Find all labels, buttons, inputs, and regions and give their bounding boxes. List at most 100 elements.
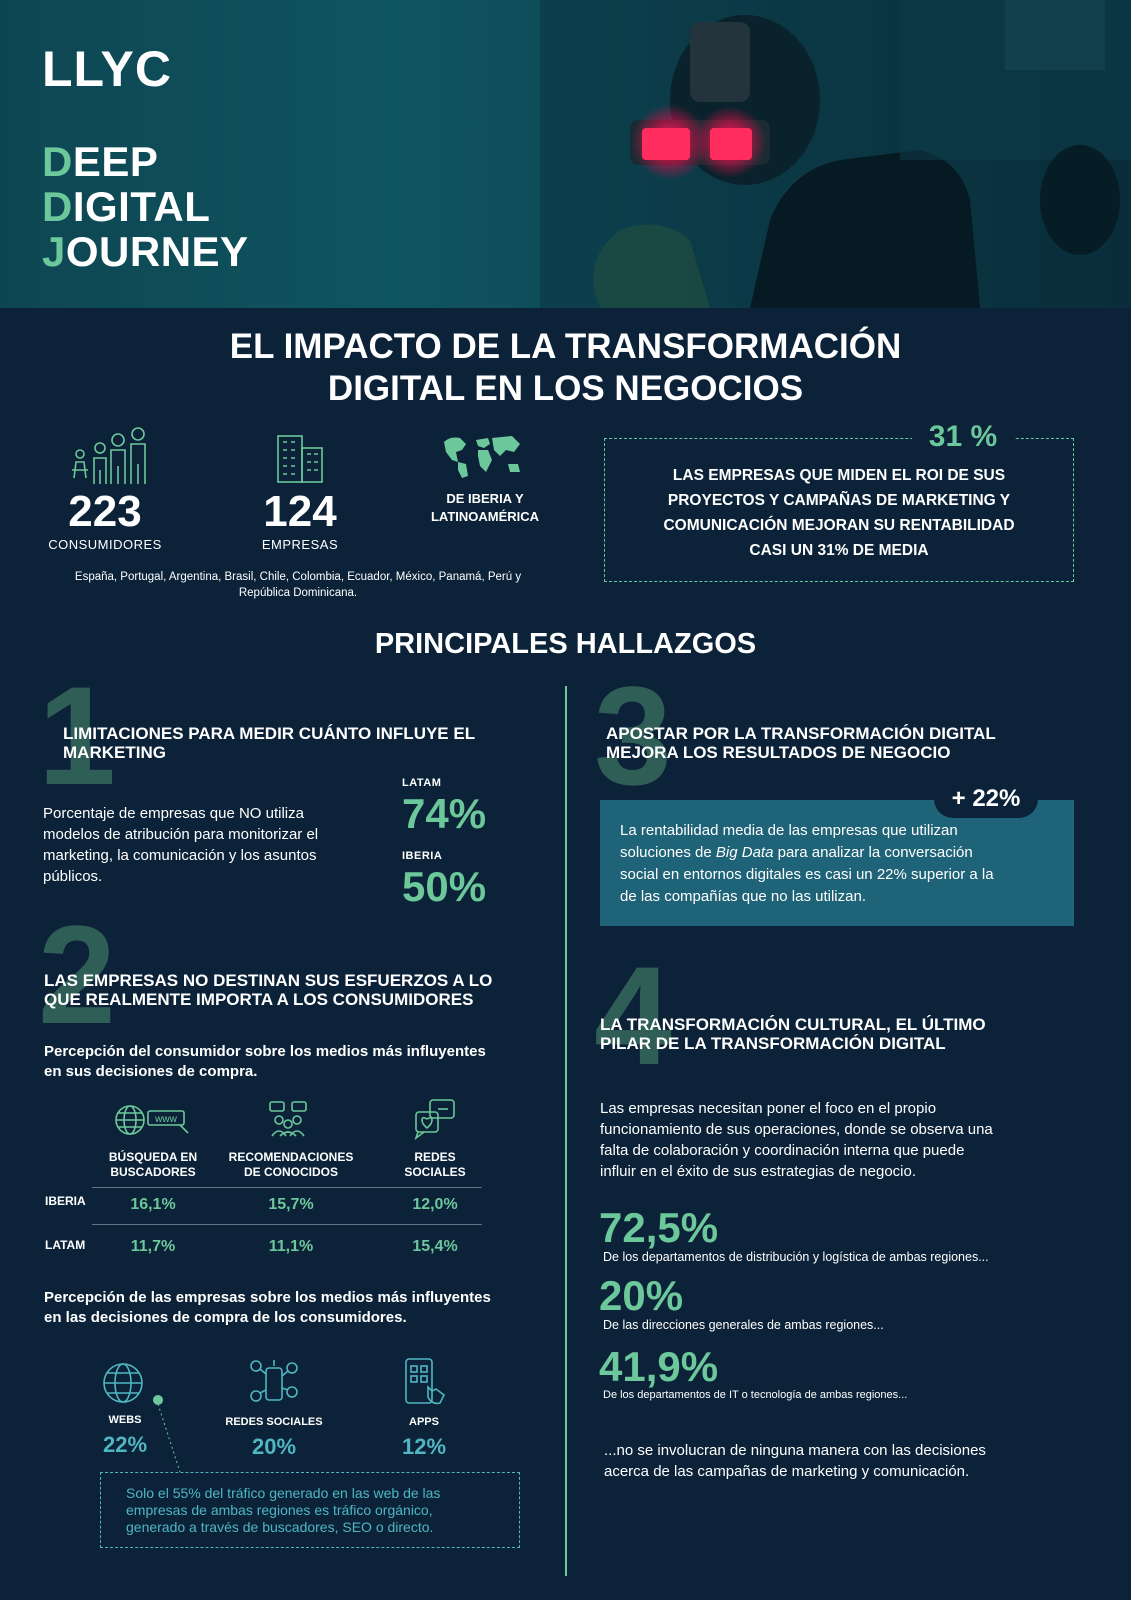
body-line: Las empresas necesitan poner el foco en … (600, 1100, 937, 1117)
column-header-line: SOCIALES (404, 1165, 466, 1179)
findings-title: PRINCIPALES HALLAZGOS (374, 628, 757, 660)
roi-text-line: PROYECTOS Y CAMPAÑAS DE MARKETING Y (667, 492, 1011, 509)
column-header-social: REDES SOCIALES (385, 1150, 485, 1180)
people-icon (72, 427, 146, 484)
finding-4-closing: ...no se involucran de ninguna manera co… (604, 1440, 1074, 1482)
finding-3-title-line: APOSTAR POR LA TRANSFORMACIÓN DIGITAL (606, 724, 996, 743)
latam-value: 74% (402, 790, 487, 837)
table-cell: 12,0% (412, 1196, 458, 1213)
body-line: modelos de atribución para monitorizar e… (43, 826, 319, 843)
column-header-line: BÚSQUEDA EN (108, 1150, 198, 1164)
stat-description: De las direcciones generales de ambas re… (603, 1318, 884, 1332)
table-divider (92, 1224, 482, 1225)
region-label: DE IBERIA Y LATINOAMÉRICA (420, 490, 550, 526)
region-line: DE IBERIA Y (446, 491, 524, 506)
text-segment-italic: Big Data (715, 844, 774, 861)
finding-4-number: 4 (594, 937, 672, 1094)
hero-title-line-3: JOURNEY (42, 229, 249, 275)
column-divider (565, 686, 567, 1576)
stat-value: 20% (599, 1272, 684, 1319)
text-segment: para analizar la conversación (773, 844, 973, 861)
company-item-label: REDES SOCIALES (225, 1416, 323, 1428)
llyc-logo: LLYC (42, 41, 172, 97)
company-item-value: 20% (251, 1434, 297, 1459)
hero-title-line-1: DEEP (42, 139, 158, 185)
note-line: empresas de ambas regiones es tráfico or… (126, 1502, 433, 1518)
consumers-count: 223 (68, 487, 142, 536)
body-line: influir en el éxito de sus estrategias d… (600, 1163, 917, 1180)
main-title-line-2: DIGITAL EN LOS NEGOCIOS (327, 369, 804, 408)
table-divider (92, 1187, 482, 1188)
roi-text: LAS EMPRESAS QUE MIDEN EL ROI DE SUS PRO… (604, 463, 1074, 563)
row-label-iberia: IBERIA (45, 1194, 86, 1208)
roi-box (604, 438, 1074, 582)
recommendations-icon (269, 1101, 307, 1137)
finding-4-title-line: PILAR DE LA TRANSFORMACIÓN DIGITAL (600, 1034, 946, 1053)
body-line: públicos. (43, 868, 103, 885)
big-data-text: La rentabilidad media de las empresas qu… (620, 820, 1060, 908)
globe-icon (103, 1363, 143, 1403)
body-line: acerca de las campañas de marketing y co… (604, 1463, 970, 1480)
social-media-icon (414, 1099, 455, 1140)
finding-1-body: Porcentaje de empresas que NO utiliza mo… (43, 803, 383, 887)
social-networks-phone-icon (250, 1360, 298, 1402)
hero-initial: J (42, 228, 66, 275)
roi-text-line: CASI UN 31% DE MEDIA (749, 542, 929, 559)
heading-line: Percepción del consumidor sobre los medi… (44, 1043, 486, 1060)
heading-line: en las decisiones de compra de los consu… (44, 1309, 407, 1326)
column-header-recommendations: RECOMENDACIONES DE CONOCIDOS (216, 1150, 366, 1180)
consumer-perception-heading: Percepción del consumidor sobre los medi… (44, 1042, 564, 1082)
row-label-latam: LATAM (45, 1238, 86, 1252)
stat-value: 41,9% (599, 1343, 719, 1390)
main-title-line-1: EL IMPACTO DE LA TRANSFORMACIÓN (229, 327, 902, 366)
finding-2-title-line: QUE REALMENTE IMPORTA A LOS CONSUMIDORES (44, 990, 474, 1009)
roi-text-line: COMUNICACIÓN MEJORAN SU RENTABILIDAD (663, 517, 1015, 534)
consumers-label: CONSUMIDORES (48, 537, 162, 552)
building-icon (277, 435, 323, 483)
countries-line: República Dominicana. (238, 587, 358, 599)
finding-2-number: 2 (38, 896, 116, 1053)
hero-word: IGITAL (72, 183, 211, 230)
company-item-label: APPS (409, 1416, 439, 1428)
finding-2-title-line: LAS EMPRESAS NO DESTINAN SUS ESFUERZOS A… (44, 971, 493, 990)
traffic-note-text: Solo el 55% del tráfico generado en las … (126, 1485, 506, 1536)
table-cell: 15,7% (268, 1196, 314, 1213)
hero-initial: D (42, 138, 73, 185)
finding-3-number: 3 (594, 657, 672, 814)
big-data-badge: + 22% (934, 780, 1038, 818)
search-engine-www-icon: www (115, 1105, 189, 1135)
body-line: La rentabilidad media de las empresas qu… (620, 822, 958, 839)
apps-icon (405, 1358, 446, 1405)
traffic-note-box (100, 1472, 520, 1548)
hero-banner: LLYC DEEP DIGITAL JOURNEY (0, 0, 1131, 308)
hero-word: OURNEY (65, 228, 249, 275)
iberia-label: IBERIA (402, 850, 443, 862)
note-line: Solo el 55% del tráfico generado en las … (126, 1485, 441, 1501)
finding-4-title: LA TRANSFORMACIÓN CULTURAL, EL ÚLTIMO PI… (600, 1015, 1080, 1053)
world-map-icon (444, 436, 520, 478)
body-line: marketing, la comunicación y los asuntos (43, 847, 317, 864)
finding-3-title: APOSTAR POR LA TRANSFORMACIÓN DIGITAL ME… (606, 724, 1086, 762)
hero-initial: D (42, 183, 73, 230)
countries-list: España, Portugal, Argentina, Brasil, Chi… (28, 569, 568, 601)
big-data-box (600, 800, 1074, 926)
company-item-value: 12% (401, 1434, 447, 1459)
finding-2-title: LAS EMPRESAS NO DESTINAN SUS ESFUERZOS A… (44, 971, 554, 1009)
callout-pointer (153, 1395, 181, 1472)
stat-value: 72,5% (599, 1204, 719, 1251)
finding-1-title: LIMITACIONES PARA MEDIR CUÁNTO INFLUYE E… (63, 724, 553, 762)
body-line: ...no se involucran de ninguna manera co… (604, 1442, 986, 1459)
text-segment: soluciones de (620, 844, 716, 861)
table-cell: 16,1% (130, 1196, 176, 1213)
hero-title-line-2: DIGITAL (42, 184, 210, 230)
companies-count: 124 (263, 487, 337, 536)
body-line: social en entornos digitales es casi un … (620, 866, 994, 883)
roi-text-line: LAS EMPRESAS QUE MIDEN EL ROI DE SUS (672, 467, 1006, 484)
table-cell: 11,7% (130, 1238, 176, 1255)
column-header-line: DE CONOCIDOS (243, 1165, 338, 1179)
iberia-value: 50% (402, 863, 487, 910)
finding-1-number: 1 (38, 657, 116, 814)
body-line: Porcentaje de empresas que NO utiliza (43, 805, 304, 822)
roi-value: 31 % (912, 418, 1014, 456)
heading-line: en sus decisiones de compra. (44, 1063, 258, 1080)
